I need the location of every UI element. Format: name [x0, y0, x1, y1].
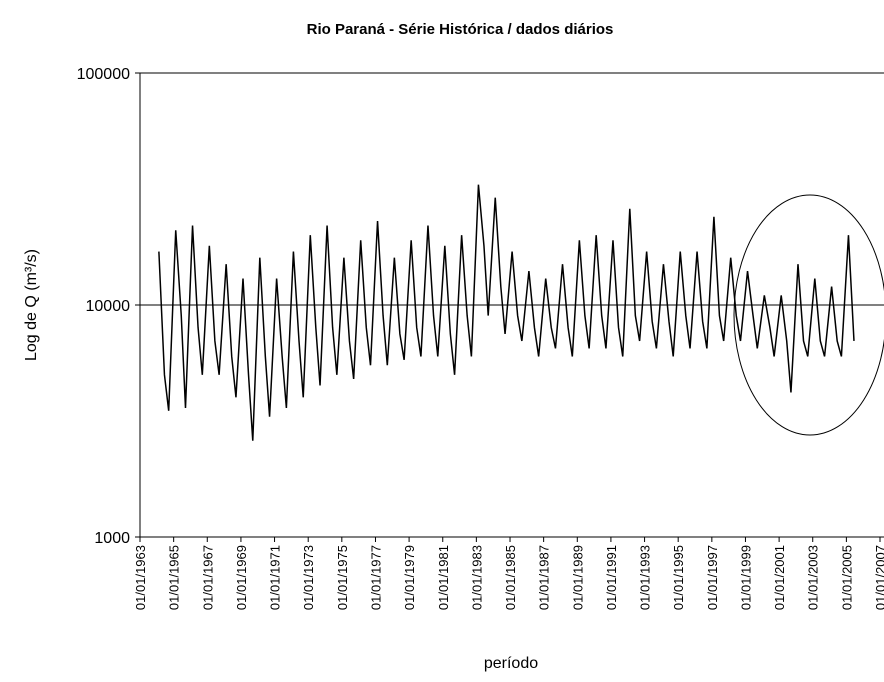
x-tick-label: 01/01/1975	[335, 545, 350, 610]
y-tick-label: 10000	[86, 298, 131, 315]
x-tick-label: 01/01/1989	[570, 545, 585, 610]
chart-title: Rio Paraná - Série Histórica / dados diá…	[307, 21, 614, 38]
x-tick-label: 01/01/1997	[705, 545, 720, 610]
y-axis-label: Log de Q (m³/s)	[23, 249, 40, 361]
x-tick-label: 01/01/1999	[738, 545, 753, 610]
x-tick-label: 01/01/1977	[368, 545, 383, 610]
x-tick-label: 01/01/1995	[671, 545, 686, 610]
x-tick-label: 01/01/1991	[604, 545, 619, 610]
x-tick-label: 01/01/1965	[167, 545, 182, 610]
x-axis-label: período	[484, 655, 538, 672]
x-tick-label: 01/01/1983	[469, 545, 484, 610]
x-tick-label: 01/01/2001	[772, 545, 787, 610]
x-tick-label: 01/01/2005	[839, 545, 854, 610]
x-tick-label: 01/01/1971	[268, 545, 283, 610]
x-tick-label: 01/01/1973	[301, 545, 316, 610]
highlight-ellipse	[733, 194, 884, 436]
y-tick-label: 1000	[94, 530, 130, 547]
x-tick-label: 01/01/2007	[873, 545, 884, 610]
series-line	[158, 184, 855, 441]
x-tick-label: 01/01/1987	[537, 545, 552, 610]
x-tick-label: 01/01/2003	[806, 545, 821, 610]
x-tick-label: 01/01/1985	[503, 545, 518, 610]
x-tick-label: 01/01/1969	[234, 545, 249, 610]
x-tick-label: 01/01/1963	[133, 545, 148, 610]
x-tick-label: 01/01/1993	[638, 545, 653, 610]
x-tick-label: 01/01/1981	[436, 545, 451, 610]
x-tick-label: 01/01/1979	[402, 545, 417, 610]
y-tick-label: 100000	[77, 66, 130, 83]
x-tick-label: 01/01/1967	[200, 545, 215, 610]
